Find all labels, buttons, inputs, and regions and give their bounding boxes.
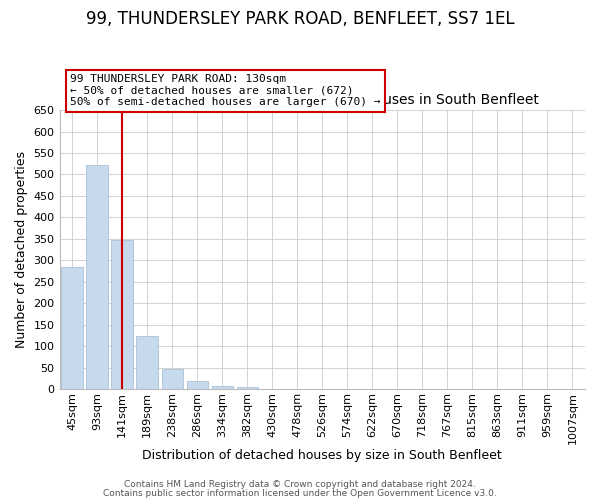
Bar xyxy=(236,387,258,390)
Text: Contains public sector information licensed under the Open Government Licence v3: Contains public sector information licen… xyxy=(103,489,497,498)
Bar xyxy=(112,240,133,390)
Bar xyxy=(161,368,183,390)
Y-axis label: Number of detached properties: Number of detached properties xyxy=(15,151,28,348)
Bar xyxy=(187,380,208,390)
Text: Contains HM Land Registry data © Crown copyright and database right 2024.: Contains HM Land Registry data © Crown c… xyxy=(124,480,476,489)
Text: 99, THUNDERSLEY PARK ROAD, BENFLEET, SS7 1EL: 99, THUNDERSLEY PARK ROAD, BENFLEET, SS7… xyxy=(86,10,514,28)
Title: Size of property relative to detached houses in South Benfleet: Size of property relative to detached ho… xyxy=(106,94,539,108)
Bar xyxy=(61,267,83,390)
Bar xyxy=(212,386,233,390)
X-axis label: Distribution of detached houses by size in South Benfleet: Distribution of detached houses by size … xyxy=(142,450,502,462)
Text: 99 THUNDERSLEY PARK ROAD: 130sqm
← 50% of detached houses are smaller (672)
50% : 99 THUNDERSLEY PARK ROAD: 130sqm ← 50% o… xyxy=(70,74,380,108)
Bar xyxy=(86,165,108,390)
Bar xyxy=(136,336,158,390)
